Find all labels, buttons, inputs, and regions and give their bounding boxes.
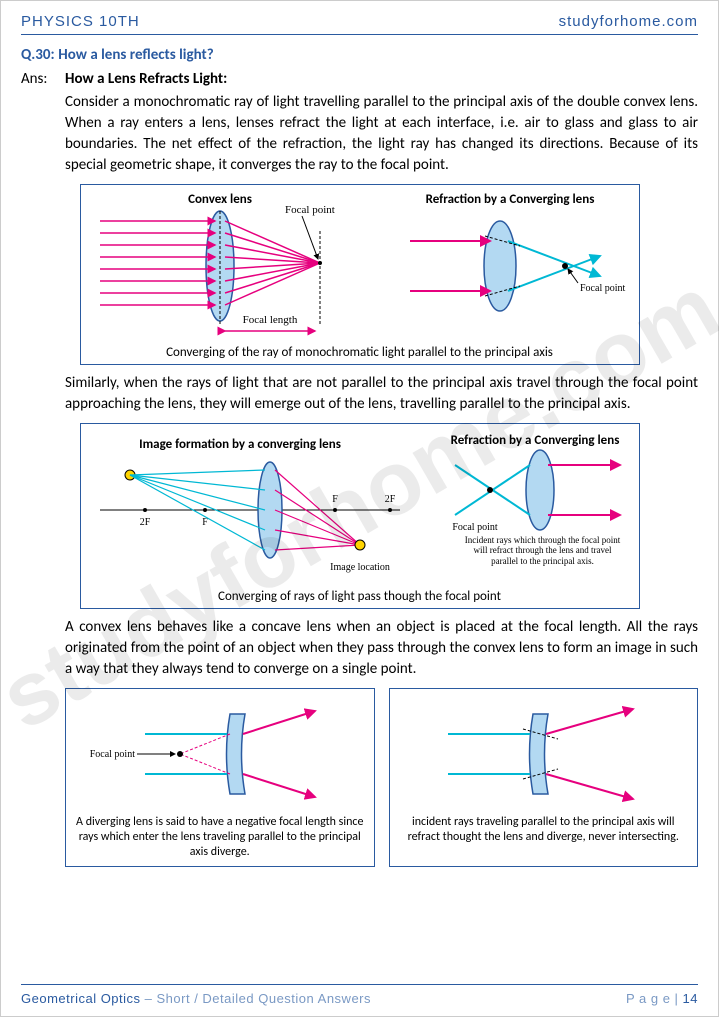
- paragraph-3: A convex lens behaves like a concave len…: [65, 617, 698, 680]
- figure-3: Focal point A diverging lens is said to …: [65, 688, 375, 867]
- fig2-subcaption: Incident rays which through the focal po…: [460, 535, 625, 566]
- svg-text:F: F: [202, 517, 208, 528]
- footer-right: P a g e | 14: [626, 991, 698, 1006]
- figure-2-caption: Converging of rays of light pass though …: [89, 589, 631, 604]
- figure-1-caption: Converging of the ray of monochromatic l…: [89, 345, 631, 360]
- figure-1-svg: Convex lens Focal point Focal le: [90, 191, 630, 341]
- footer-sub: Short / Detailed Question Answers: [157, 991, 372, 1006]
- question-number: Q.30:: [21, 46, 55, 64]
- footer-left: Geometrical Optics – Short / Detailed Qu…: [21, 991, 371, 1006]
- answer-heading: Ans: How a Lens Refracts Light:: [21, 70, 698, 88]
- footer-sep: –: [141, 991, 157, 1006]
- paragraph-1: Consider a monochromatic ray of light tr…: [65, 92, 698, 176]
- figure-2-svg: Image formation by a converging lens 2F …: [90, 430, 630, 585]
- figure-4-caption: incident rays traveling parallel to the …: [400, 815, 688, 845]
- figure-3-caption: A diverging lens is said to have a negat…: [76, 815, 364, 860]
- svg-text:2F: 2F: [384, 494, 395, 505]
- page-footer: Geometrical Optics – Short / Detailed Qu…: [21, 984, 698, 1006]
- question-line: Q.30: How a lens reflects light?: [21, 45, 698, 64]
- svg-text:2F: 2F: [139, 517, 150, 528]
- paragraph-2: Similarly, when the rays of light that a…: [65, 373, 698, 415]
- fig3-fp: Focal point: [89, 749, 134, 760]
- answer-label: Ans:: [21, 70, 55, 88]
- answer-title: How a Lens Refracts Light:: [65, 70, 227, 88]
- footer-topic: Geometrical Optics: [21, 991, 141, 1006]
- header-right: studyforhome.com: [559, 13, 698, 30]
- page-header: PHYSICS 10TH studyforhome.com: [21, 13, 698, 35]
- figure-3-svg: Focal point: [85, 699, 355, 809]
- figure-4: incident rays traveling parallel to the …: [389, 688, 699, 867]
- figure-4-svg: [408, 699, 678, 809]
- fig1-title-left: Convex lens: [188, 192, 252, 207]
- footer-page-label: P a g e |: [626, 991, 683, 1006]
- fig1-fp-right: Focal point: [580, 283, 625, 294]
- figure-pair: Focal point A diverging lens is said to …: [65, 688, 698, 867]
- figure-2: Image formation by a converging lens 2F …: [80, 423, 640, 609]
- fig1-focal-length-label: Focal length: [242, 314, 297, 326]
- fig2-fp-label: Focal point: [452, 522, 497, 533]
- figure-1: Convex lens Focal point Focal le: [80, 184, 640, 365]
- question-text: How a lens reflects light?: [58, 46, 213, 64]
- fig2-image-label: Image location: [330, 562, 390, 573]
- svg-text:F: F: [332, 494, 338, 505]
- fig1-title-right: Refraction by a Converging lens: [425, 192, 594, 207]
- footer-page-num: 14: [683, 991, 698, 1006]
- fig1-focal-point-label: Focal point: [285, 204, 335, 216]
- fig2-title-left: Image formation by a converging lens: [139, 437, 341, 452]
- fig2-title-right: Refraction by a Converging lens: [450, 433, 619, 448]
- header-left: PHYSICS 10TH: [21, 13, 140, 30]
